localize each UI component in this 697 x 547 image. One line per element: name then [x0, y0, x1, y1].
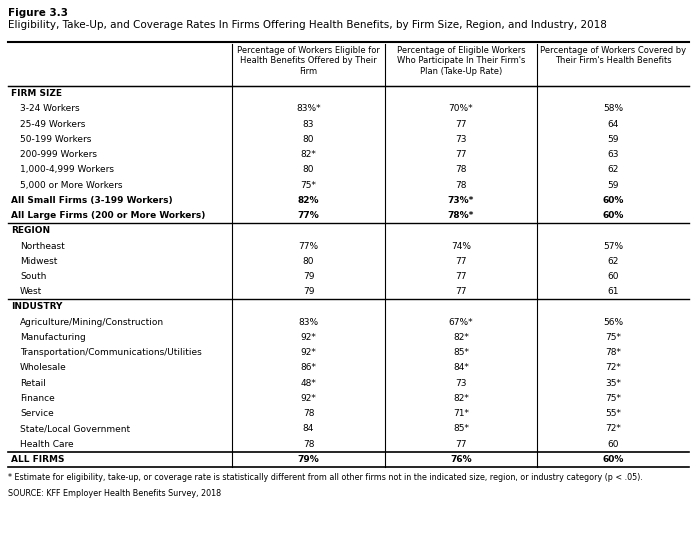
Text: 60: 60 — [607, 440, 619, 449]
Text: Health Care: Health Care — [20, 440, 74, 449]
Text: 70%*: 70%* — [449, 104, 473, 113]
Text: 58%: 58% — [603, 104, 623, 113]
Text: Transportation/Communications/Utilities: Transportation/Communications/Utilities — [20, 348, 201, 357]
Text: 60%: 60% — [602, 455, 624, 464]
Text: 59: 59 — [607, 135, 619, 144]
Text: 1,000-4,999 Workers: 1,000-4,999 Workers — [20, 165, 114, 174]
Text: 78: 78 — [302, 409, 314, 418]
Text: 78: 78 — [302, 440, 314, 449]
Text: 80: 80 — [302, 165, 314, 174]
Text: 75*: 75* — [605, 333, 621, 342]
Text: West: West — [20, 287, 43, 296]
Text: 73%*: 73%* — [447, 196, 474, 205]
Text: 92*: 92* — [300, 333, 316, 342]
Text: 73: 73 — [455, 379, 467, 388]
Text: 85*: 85* — [453, 348, 469, 357]
Text: 80: 80 — [302, 135, 314, 144]
Text: 5,000 or More Workers: 5,000 or More Workers — [20, 181, 123, 190]
Text: 82*: 82* — [300, 150, 316, 159]
Text: Wholesale: Wholesale — [20, 363, 67, 373]
Text: 83%*: 83%* — [296, 104, 321, 113]
Text: 82%: 82% — [298, 196, 319, 205]
Text: 80: 80 — [302, 257, 314, 266]
Text: 77: 77 — [455, 440, 467, 449]
Text: Retail: Retail — [20, 379, 46, 388]
Text: * Estimate for eligibility, take-up, or coverage rate is statistically different: * Estimate for eligibility, take-up, or … — [8, 473, 643, 482]
Text: Percentage of Workers Eligible for
Health Benefits Offered by Their
Firm: Percentage of Workers Eligible for Healt… — [237, 46, 380, 76]
Text: 83%: 83% — [298, 318, 319, 327]
Text: 61: 61 — [607, 287, 619, 296]
Text: 77: 77 — [455, 272, 467, 281]
Text: 86*: 86* — [300, 363, 316, 373]
Text: 50-199 Workers: 50-199 Workers — [20, 135, 91, 144]
Text: 71*: 71* — [453, 409, 469, 418]
Text: 74%: 74% — [451, 242, 471, 251]
Text: 77: 77 — [455, 150, 467, 159]
Text: 77%: 77% — [298, 242, 319, 251]
Text: 60%: 60% — [602, 211, 624, 220]
Text: 75*: 75* — [300, 181, 316, 190]
Text: 55*: 55* — [605, 409, 621, 418]
Text: 64: 64 — [607, 120, 619, 129]
Text: State/Local Government: State/Local Government — [20, 424, 130, 433]
Text: FIRM SIZE: FIRM SIZE — [11, 89, 62, 98]
Text: Percentage of Workers Covered by
Their Firm's Health Benefits: Percentage of Workers Covered by Their F… — [540, 46, 686, 66]
Text: 60: 60 — [607, 272, 619, 281]
Text: 78: 78 — [455, 165, 467, 174]
Text: South: South — [20, 272, 47, 281]
Text: Manufacturing: Manufacturing — [20, 333, 86, 342]
Text: 92*: 92* — [300, 394, 316, 403]
Text: 79%: 79% — [298, 455, 319, 464]
Text: 72*: 72* — [605, 363, 621, 373]
Text: 62: 62 — [607, 165, 619, 174]
Text: 77: 77 — [455, 257, 467, 266]
Text: 3-24 Workers: 3-24 Workers — [20, 104, 79, 113]
Text: REGION: REGION — [11, 226, 50, 235]
Text: All Small Firms (3-199 Workers): All Small Firms (3-199 Workers) — [11, 196, 173, 205]
Text: SOURCE: KFF Employer Health Benefits Survey, 2018: SOURCE: KFF Employer Health Benefits Sur… — [8, 489, 221, 498]
Text: Figure 3.3: Figure 3.3 — [8, 8, 68, 18]
Text: 78%*: 78%* — [447, 211, 474, 220]
Text: Northeast: Northeast — [20, 242, 65, 251]
Text: 73: 73 — [455, 135, 467, 144]
Text: 200-999 Workers: 200-999 Workers — [20, 150, 97, 159]
Text: 84: 84 — [302, 424, 314, 433]
Text: 57%: 57% — [603, 242, 623, 251]
Text: 77: 77 — [455, 120, 467, 129]
Text: INDUSTRY: INDUSTRY — [11, 302, 62, 311]
Text: 79: 79 — [302, 272, 314, 281]
Text: 72*: 72* — [605, 424, 621, 433]
Text: ALL FIRMS: ALL FIRMS — [11, 455, 65, 464]
Text: 79: 79 — [302, 287, 314, 296]
Text: 59: 59 — [607, 181, 619, 190]
Text: 67%*: 67%* — [449, 318, 473, 327]
Text: 60%: 60% — [602, 196, 624, 205]
Text: 77: 77 — [455, 287, 467, 296]
Text: 78: 78 — [455, 181, 467, 190]
Text: 62: 62 — [607, 257, 619, 266]
Text: 92*: 92* — [300, 348, 316, 357]
Text: 83: 83 — [302, 120, 314, 129]
Text: 82*: 82* — [453, 333, 469, 342]
Text: Percentage of Eligible Workers
Who Participate In Their Firm's
Plan (Take-Up Rat: Percentage of Eligible Workers Who Parti… — [397, 46, 526, 76]
Text: 77%: 77% — [298, 211, 319, 220]
Text: 78*: 78* — [605, 348, 621, 357]
Text: 85*: 85* — [453, 424, 469, 433]
Text: Agriculture/Mining/Construction: Agriculture/Mining/Construction — [20, 318, 164, 327]
Text: Eligibility, Take-Up, and Coverage Rates In Firms Offering Health Benefits, by F: Eligibility, Take-Up, and Coverage Rates… — [8, 20, 607, 30]
Text: 56%: 56% — [603, 318, 623, 327]
Text: Finance: Finance — [20, 394, 55, 403]
Text: All Large Firms (200 or More Workers): All Large Firms (200 or More Workers) — [11, 211, 206, 220]
Text: 48*: 48* — [300, 379, 316, 388]
Text: 82*: 82* — [453, 394, 469, 403]
Text: Midwest: Midwest — [20, 257, 57, 266]
Text: 76%: 76% — [450, 455, 472, 464]
Text: 75*: 75* — [605, 394, 621, 403]
Text: Service: Service — [20, 409, 54, 418]
Text: 84*: 84* — [453, 363, 469, 373]
Text: 63: 63 — [607, 150, 619, 159]
Text: 35*: 35* — [605, 379, 621, 388]
Text: 25-49 Workers: 25-49 Workers — [20, 120, 85, 129]
